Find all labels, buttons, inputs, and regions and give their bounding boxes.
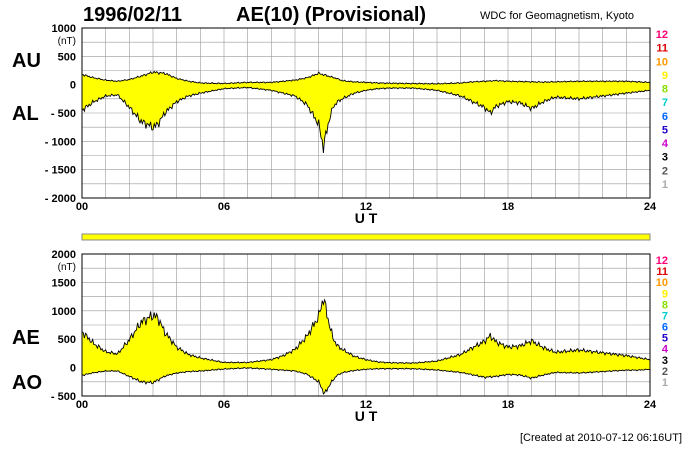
level-scale-label: 10: [656, 277, 668, 289]
level-scale-label: 8: [662, 84, 668, 96]
level-scale-label: 4: [662, 344, 669, 356]
y-tick-label: 0: [70, 80, 76, 92]
y-tick-label: 1000: [52, 23, 76, 35]
separator-bar: [81, 233, 651, 241]
level-scale-label: 2: [662, 366, 668, 378]
x-tick-label: 12: [360, 201, 372, 213]
y-unit-label: (nT): [58, 262, 76, 273]
level-scale-label: 9: [662, 70, 668, 82]
chart-title: AE(10) (Provisional): [236, 4, 427, 26]
x-tick-label: 24: [644, 399, 657, 411]
level-scale-label: 2: [662, 165, 668, 177]
au-label: AU: [12, 50, 41, 72]
x-axis-label: U T: [355, 210, 378, 226]
y-tick-label: - 1500: [45, 165, 76, 177]
x-tick-label: 18: [502, 399, 514, 411]
created-timestamp: [Created at 2010-07-12 06:16UT]: [519, 432, 682, 444]
y-tick-label: - 2000: [45, 193, 76, 205]
ao-label: AO: [12, 372, 42, 394]
x-tick-label: 18: [502, 201, 514, 213]
level-scale-label: 1: [662, 377, 668, 389]
level-scale-label: 11: [656, 43, 668, 55]
y-tick-label: 1000: [52, 306, 76, 318]
level-scale-label: 12: [656, 255, 668, 267]
y-tick-label: 1500: [52, 277, 76, 289]
level-scale-label: 7: [662, 97, 668, 109]
level-scale-label: 9: [662, 288, 668, 300]
ae-label: AE: [12, 327, 40, 349]
y-tick-label: 500: [58, 334, 76, 346]
y-tick-label: 2000: [52, 249, 76, 261]
level-scale-label: 3: [662, 355, 668, 367]
level-scale-label: 12: [656, 29, 668, 41]
level-scale-label: 4: [662, 138, 669, 150]
level-scale-label: 7: [662, 310, 668, 322]
level-scale-label: 1: [662, 179, 668, 191]
level-scale-label: 11: [656, 266, 668, 278]
x-tick-label: 00: [76, 201, 88, 213]
series-line-au: [81, 70, 651, 85]
x-tick-label: 12: [360, 399, 372, 411]
y-unit-label: (nT): [58, 36, 76, 47]
series-fill-band: [82, 71, 650, 153]
level-scale-label: 5: [662, 124, 668, 136]
y-tick-label: 0: [70, 363, 76, 375]
source-label: WDC for Geomagnetism, Kyoto: [480, 10, 635, 22]
date-label: 1996/02/11: [83, 4, 182, 26]
x-tick-label: 24: [644, 201, 657, 213]
y-tick-label: - 500: [51, 391, 76, 403]
series-line-ae: [81, 298, 651, 365]
series-line-ao: [81, 366, 651, 395]
plot-frame: [81, 27, 651, 199]
y-tick-label: - 500: [51, 108, 76, 120]
x-tick-label: 00: [76, 399, 88, 411]
series-line-al: [81, 86, 651, 154]
level-scale-label: 5: [662, 333, 668, 345]
series-fill-band: [82, 299, 650, 394]
x-axis-label: U T: [355, 408, 378, 424]
plot-frame: [81, 253, 651, 397]
level-scale-label: 6: [662, 111, 668, 123]
level-scale-label: 10: [656, 56, 668, 68]
al-label: AL: [12, 103, 39, 125]
level-scale-label: 3: [662, 152, 668, 164]
y-tick-label: - 1000: [45, 136, 76, 148]
y-tick-label: 500: [58, 51, 76, 63]
level-scale-label: 6: [662, 322, 668, 334]
x-tick-label: 06: [218, 399, 230, 411]
level-scale-label: 8: [662, 299, 668, 311]
x-tick-label: 06: [218, 201, 230, 213]
